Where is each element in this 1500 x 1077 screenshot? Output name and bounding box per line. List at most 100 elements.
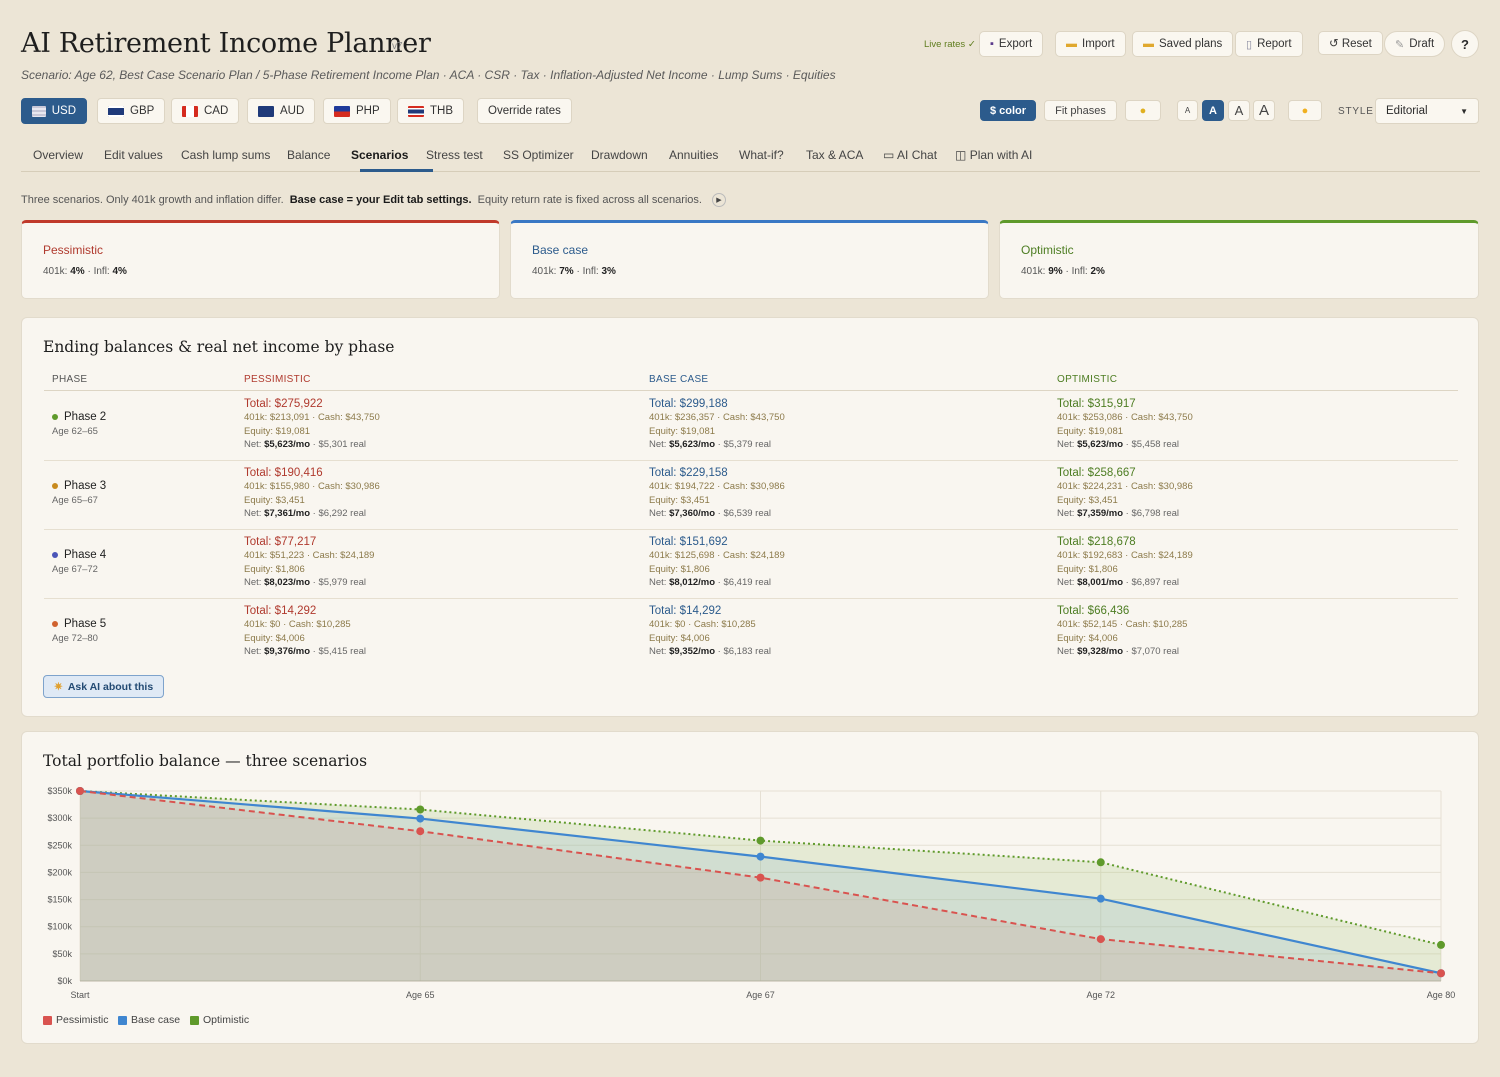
tab-what-if[interactable]: What-if? (739, 148, 784, 162)
override-rates-button[interactable]: Override rates (477, 98, 572, 124)
scenario-name: Optimistic (1021, 243, 1074, 257)
phase-net-income: Net: $7,360/mo · $6,539 real (649, 508, 772, 520)
legend-swatch (190, 1015, 199, 1025)
phase-net-income: Net: $5,623/mo · $5,379 real (649, 439, 772, 451)
y-tick-label: $50k (52, 949, 72, 959)
sun-icon[interactable]: ● (1288, 100, 1322, 121)
phase-equity: Equity: $4,006 (1057, 632, 1118, 644)
phase-balances: 401k: $155,980 · Cash: $30,986 (244, 481, 380, 492)
data-point-pessimistic (756, 873, 765, 882)
phase-balances: 401k: $125,698 · Cash: $24,189 (649, 550, 785, 561)
font-size-m-button[interactable]: A (1228, 100, 1250, 121)
phase-total: Total: $14,292 (244, 605, 317, 617)
help-button[interactable]: ? (1451, 30, 1479, 58)
phase-net-income: Net: $9,376/mo · $5,415 real (244, 646, 367, 658)
phase-balances: 401k: $51,223 · Cash: $24,189 (244, 550, 375, 561)
font-size-l-button[interactable]: A (1253, 100, 1275, 121)
phase-net-income: Net: $8,023/mo · $5,979 real (244, 577, 367, 589)
tab-annuities[interactable]: Annuities (669, 148, 719, 162)
scenario-note: Three scenarios. Only 401k growth and in… (21, 193, 726, 207)
chevron-down-icon: ▼ (1460, 106, 1468, 116)
scenario-name: Base case (532, 243, 589, 257)
phase-equity: Equity: $19,081 (244, 425, 311, 437)
thailand-flag-icon (408, 105, 424, 117)
scenario-rates: 401k: 7% · Infl: 3% (532, 266, 616, 277)
legend-item-pessimistic[interactable]: Pessimistic (43, 1014, 109, 1026)
tab-drawdown[interactable]: Drawdown (591, 148, 648, 162)
version-label: v7 (392, 41, 403, 52)
lightbulb-icon[interactable]: ● (1125, 100, 1161, 121)
tab-stress-test[interactable]: Stress test (426, 148, 483, 162)
currency-thb-button[interactable]: THB (397, 98, 464, 124)
phase-equity: Equity: $1,806 (244, 563, 305, 575)
table-row: Phase 5 Age 72–80 Total: $14,292 401k: $… (44, 599, 1458, 668)
phase-label: Phase 2 (52, 411, 106, 423)
column-header-phase: PHASE (52, 374, 88, 385)
phase-net-income: Net: $9,328/mo · $7,070 real (1057, 646, 1180, 658)
tab-scenarios[interactable]: Scenarios (351, 148, 409, 162)
tab-edit-values[interactable]: Edit values (104, 148, 163, 162)
phase-total: Total: $77,217 (244, 536, 317, 548)
saved-plans-button[interactable]: ▬ Saved plans (1132, 31, 1234, 57)
phase-balances: 401k: $253,086 · Cash: $43,750 (1057, 412, 1193, 423)
tab-balance[interactable]: Balance (287, 148, 331, 162)
phase-total: Total: $275,922 (244, 398, 323, 410)
fit-phases-button[interactable]: Fit phases (1044, 100, 1117, 121)
data-point-optimistic (756, 836, 765, 845)
philippines-flag-icon (334, 105, 350, 117)
reset-button[interactable]: ↺ Reset (1318, 31, 1383, 55)
tab-ai-chat[interactable]: ▭ AI Chat (883, 148, 938, 162)
scenario-cell-base: Total: $299,188 401k: $236,357 · Cash: $… (649, 397, 785, 452)
currency-cad-button[interactable]: CAD (171, 98, 240, 124)
currency-usd-button[interactable]: USD (21, 98, 87, 124)
phase-total: Total: $299,188 (649, 398, 728, 410)
tab-ss-optimizer[interactable]: SS Optimizer (503, 148, 574, 162)
currency-aud-button[interactable]: AUD (247, 98, 316, 124)
font-size-s-button[interactable]: A (1202, 100, 1224, 121)
y-tick-label: $350k (47, 786, 72, 796)
phase-dot-icon (52, 414, 58, 420)
data-point-pessimistic (76, 787, 84, 795)
main-tabs: Overview Edit values Cash lump sums Bala… (21, 140, 1480, 172)
scenario-cell-opt: Total: $218,678 401k: $192,683 · Cash: $… (1057, 535, 1193, 590)
scenario-cell-opt: Total: $258,667 401k: $224,231 · Cash: $… (1057, 466, 1193, 521)
font-size-xs-button[interactable]: A (1177, 100, 1198, 121)
legend-item-optimistic[interactable]: Optimistic (190, 1014, 249, 1026)
scenario-card-optimistic: Optimistic 401k: 9% · Infl: 2% (999, 220, 1479, 299)
x-tick-label: Start (70, 990, 90, 1000)
scenario-cell-opt: Total: $66,436 401k: $52,145 · Cash: $10… (1057, 604, 1187, 659)
legend-swatch (118, 1015, 127, 1025)
table-title: Ending balances & real net income by pha… (43, 338, 395, 356)
import-button[interactable]: ▬ Import (1055, 31, 1126, 57)
pencil-icon: ✎ (1395, 38, 1405, 51)
tab-cash-lump-sums[interactable]: Cash lump sums (181, 148, 271, 162)
phase-balances: 401k: $192,683 · Cash: $24,189 (1057, 550, 1193, 561)
currency-gbp-button[interactable]: GBP (97, 98, 166, 124)
phase-equity: Equity: $3,451 (1057, 494, 1118, 506)
canada-flag-icon (182, 105, 198, 117)
tab-tax-aca[interactable]: Tax & ACA (806, 148, 864, 162)
currency-php-button[interactable]: PHP (323, 98, 391, 124)
phase-equity: Equity: $19,081 (649, 425, 716, 437)
legend-item-base[interactable]: Base case (118, 1014, 180, 1026)
scenario-cell-base: Total: $151,692 401k: $125,698 · Cash: $… (649, 535, 785, 590)
ask-ai-button[interactable]: ✷ Ask AI about this (43, 675, 165, 698)
color-toggle-button[interactable]: $ color (980, 100, 1036, 121)
report-button[interactable]: ▯ Report (1235, 31, 1303, 57)
australia-flag-icon (258, 105, 274, 117)
x-tick-label: Age 72 (1086, 990, 1115, 1000)
table-row: Phase 2 Age 62–65 Total: $275,922 401k: … (44, 392, 1458, 461)
tab-plan-with-ai[interactable]: ◫ Plan with AI (955, 148, 1033, 162)
phase-equity: Equity: $19,081 (1057, 425, 1124, 437)
column-header-pessimistic: PESSIMISTIC (244, 374, 311, 385)
export-button[interactable]: ▪ Export (979, 31, 1044, 57)
chart-title: Total portfolio balance — three scenario… (43, 752, 368, 770)
draft-button[interactable]: ✎ Draft (1384, 31, 1446, 57)
data-point-base-case (756, 852, 765, 861)
phase-balances: 401k: $224,231 · Cash: $30,986 (1057, 481, 1193, 492)
tab-overview[interactable]: Overview (33, 148, 84, 162)
play-icon[interactable]: ▶ (711, 193, 726, 207)
style-select[interactable]: Editorial ▼ (1375, 98, 1479, 124)
area-base-case (80, 791, 1441, 981)
phase-net-income: Net: $5,623/mo · $5,458 real (1057, 439, 1180, 451)
